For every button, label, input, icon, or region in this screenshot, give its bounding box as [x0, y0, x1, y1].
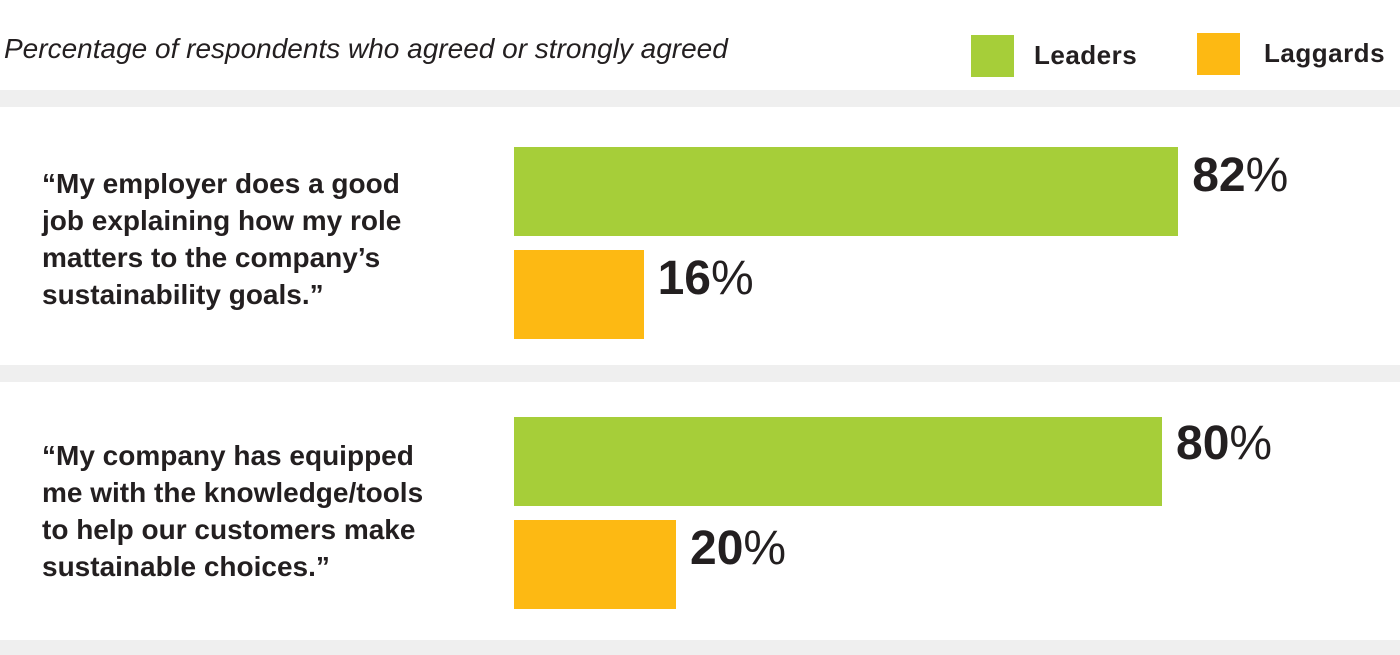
- percent-sign: %: [1245, 149, 1289, 202]
- value-number: 80: [1176, 417, 1230, 470]
- chart-subtitle: Percentage of respondents who agreed or …: [4, 33, 728, 64]
- bar-leaders-q2: [514, 417, 1162, 506]
- value-label-laggards-q1: 16%: [658, 251, 754, 307]
- bar-leaders-q1: [514, 147, 1179, 236]
- value-number: 82: [1192, 149, 1246, 202]
- percent-sign: %: [710, 252, 754, 305]
- value-label-leaders-q2: 80%: [1176, 416, 1272, 472]
- legend-swatch-laggards: [1197, 33, 1240, 75]
- value-number: 16: [657, 252, 711, 305]
- value-number: 20: [690, 522, 744, 575]
- bar-laggards-q1: [514, 250, 644, 339]
- bar-laggards-q2: [514, 520, 676, 609]
- question-text: “My company has equipped me with the kno…: [42, 440, 424, 582]
- legend-label-leaders: Leaders: [1034, 40, 1138, 70]
- separator-band: [0, 365, 1400, 382]
- value-label-laggards-q2: 20%: [690, 521, 786, 577]
- percent-sign: %: [743, 522, 787, 575]
- separator-band: [0, 640, 1400, 655]
- legend-label-laggards: Laggards: [1264, 38, 1386, 68]
- value-label-leaders-q1: 82%: [1192, 148, 1288, 204]
- legend-swatch-leaders: [971, 35, 1014, 77]
- separator-band: [0, 90, 1400, 107]
- question-panel-1: “My employer does a good job explaining …: [0, 107, 1400, 365]
- percent-sign: %: [1229, 417, 1273, 470]
- question-text: “My employer does a good job explaining …: [42, 168, 402, 310]
